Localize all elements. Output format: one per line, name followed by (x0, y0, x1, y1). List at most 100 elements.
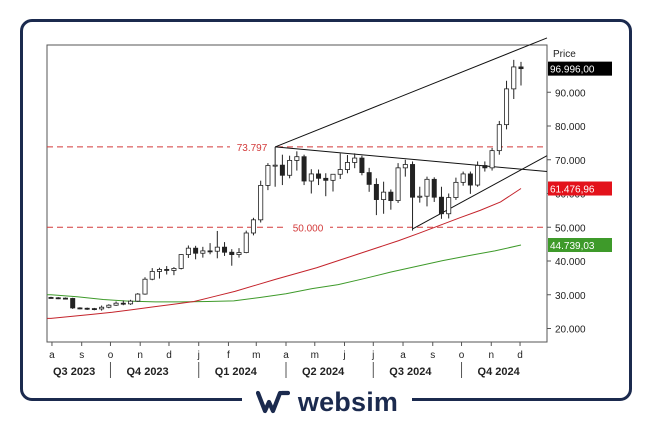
candle-body (91, 308, 97, 310)
channel-upper-line (274, 37, 548, 148)
ma-long-value-tag-bg (548, 238, 612, 253)
x-month-label: m (311, 350, 319, 361)
x-month-label: o (108, 350, 114, 361)
y-tick-label: 90.000 (555, 88, 586, 99)
x-quarter-label: Q3 2024 (389, 366, 432, 378)
candle-body (77, 307, 83, 310)
candle-body (250, 219, 256, 234)
level-label: 50.000 (293, 223, 324, 234)
candle-body (294, 156, 300, 161)
candle-body (70, 298, 76, 309)
candle-body (337, 169, 343, 175)
candle-body (272, 164, 278, 167)
candle-body (142, 278, 148, 295)
brand-bar: websim (0, 385, 654, 419)
candle-body (48, 297, 54, 299)
candle-body (236, 252, 242, 255)
candle-body (475, 165, 481, 186)
candle-body (171, 268, 177, 271)
candle-body (99, 306, 105, 310)
ma-short-line (47, 188, 522, 319)
ma-long-value-tag: 44.739,03 (550, 241, 595, 252)
candle-body (460, 173, 466, 183)
candle-body (193, 247, 199, 254)
y-tick-label: 80.000 (555, 122, 586, 133)
x-month-label: f (227, 350, 230, 361)
candle-body (84, 307, 90, 310)
brand-name: websim (297, 386, 399, 417)
candle-body (446, 197, 452, 215)
y-tick-label: 70.000 (555, 156, 586, 167)
candle-body (518, 66, 524, 70)
candle-body (431, 178, 437, 198)
descending-trend-line (275, 146, 548, 173)
candle-body (482, 165, 488, 169)
candle-body (113, 302, 119, 306)
x-month-label: s (79, 350, 84, 361)
level-label-bg (230, 139, 274, 153)
candle-body (402, 164, 408, 169)
x-month-label: j (197, 350, 200, 361)
candle-body (330, 173, 336, 181)
candle-body (504, 88, 510, 126)
level-label-bg (286, 220, 330, 234)
x-month-label: n (137, 350, 143, 361)
x-quarter-label: Q2 2024 (302, 366, 345, 378)
candle-body (106, 304, 112, 308)
candle-body (243, 232, 249, 253)
candle-body (265, 165, 271, 186)
chart-frame (20, 19, 632, 401)
candle-body (511, 66, 517, 90)
candle-body (489, 150, 495, 169)
x-month-label: m (252, 350, 260, 361)
candle-body (496, 124, 502, 152)
x-quarter-label: Q1 2024 (215, 366, 258, 378)
candle-body (207, 250, 213, 253)
candle-body (323, 177, 329, 181)
ma-long-line (47, 244, 522, 303)
x-month-label: a (400, 350, 406, 361)
candle-body (229, 251, 235, 255)
candle-body (366, 172, 372, 185)
ma-short-value-tag: 61.476,96 (550, 185, 595, 196)
candle-body (55, 297, 61, 300)
candle-body (417, 195, 423, 198)
candle-body (62, 297, 68, 300)
candle-body (178, 254, 184, 269)
candle-body (438, 196, 444, 215)
y-tick-label: 30.000 (555, 291, 586, 302)
candle-body (395, 167, 401, 201)
x-month-label: o (459, 350, 465, 361)
candle-body (214, 246, 220, 252)
candle-body (352, 157, 358, 163)
candle-body (164, 269, 170, 271)
candle-body (135, 293, 141, 302)
candle-body (373, 183, 379, 200)
candle-body (287, 160, 293, 176)
x-quarter-label: Q3 2023 (53, 366, 95, 378)
candle-body (301, 156, 307, 182)
candle-body (200, 250, 206, 254)
candle-body (316, 173, 322, 179)
x-quarter-label: Q4 2023 (126, 366, 168, 378)
plot-border (46, 44, 548, 343)
x-month-label: s (430, 350, 435, 361)
x-quarter-label: Q4 2024 (478, 366, 521, 378)
candle-body (344, 162, 350, 170)
candle-body (149, 271, 155, 280)
websim-w-logo-icon (255, 390, 290, 414)
candle-body (381, 191, 387, 200)
candle-body (222, 246, 228, 253)
candle-body (258, 184, 264, 221)
channel-lower-line (412, 155, 548, 230)
x-month-label: d (517, 350, 523, 361)
candle-body (128, 300, 134, 305)
x-month-label: j (342, 350, 345, 361)
y-tick-label: 40.000 (555, 257, 586, 268)
y-tick-label: 50.000 (555, 223, 586, 234)
y-axis-label: Price (553, 49, 576, 60)
candle-body (120, 302, 126, 305)
candle-body (156, 269, 162, 272)
candle-body (467, 173, 473, 186)
level-label: 73.797 (237, 143, 268, 154)
